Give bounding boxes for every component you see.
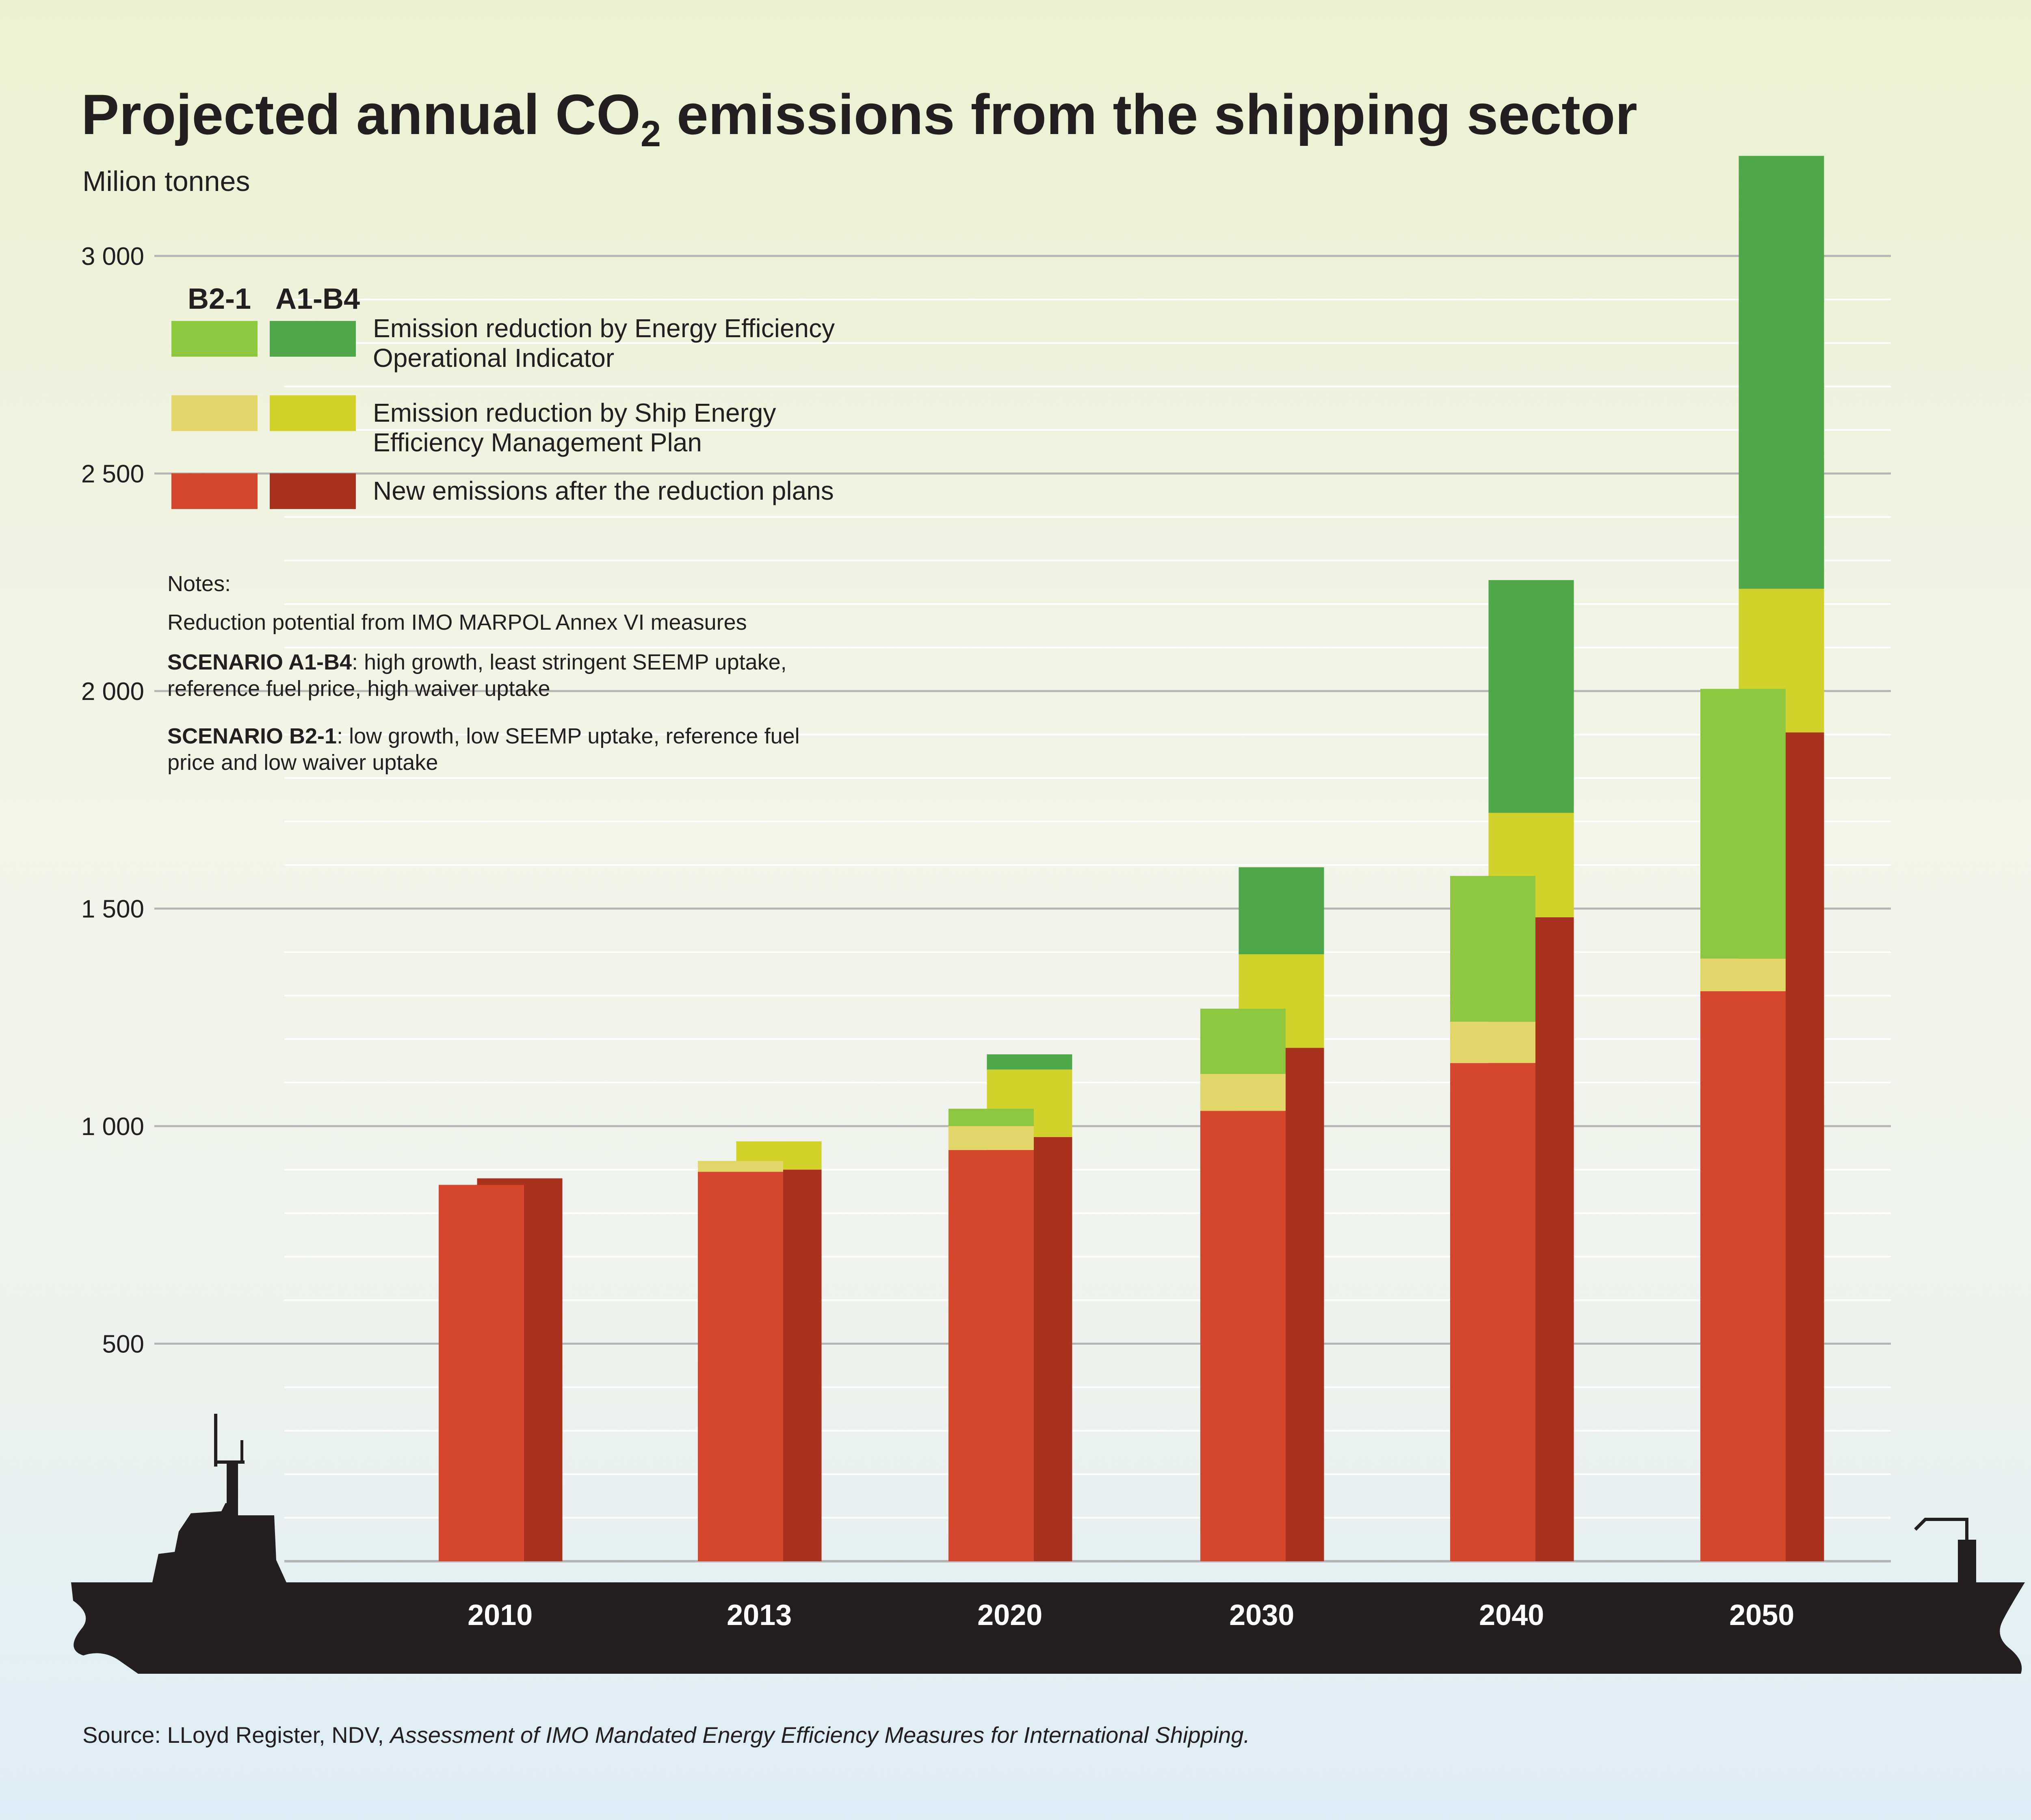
x-tick-label-2020: 2020 [977, 1599, 1042, 1632]
bar-2040-b2-1-new [1450, 1063, 1535, 1561]
legend-swatch-new-emissions-b21 [171, 473, 258, 509]
bar-2030-b2-1-new [1200, 1111, 1286, 1561]
legend-label-new-emissions: New emissions after the reduction plans [373, 476, 834, 505]
legend-header-a1b4: A1-B4 [275, 283, 360, 315]
chart-title: Projected annual CO2 emissions from the … [81, 82, 1637, 154]
bar-2030-a1-b4-eeoi [1239, 867, 1324, 954]
bars [439, 156, 1824, 1561]
legend-swatch-eeoi-b21 [171, 321, 258, 357]
bar-2020-b2-1-new [948, 1150, 1034, 1561]
x-tick-label-2050: 2050 [1729, 1599, 1794, 1632]
notes-b21-line2: price and low waiver uptake [167, 750, 438, 775]
bar-2013-b2-1-new [698, 1172, 783, 1561]
chart-title-main: Projected annual CO [81, 82, 641, 146]
y-tick-label: 3 000 [81, 243, 144, 271]
legend-label-seemp-line2: Efficiency Management Plan [373, 428, 702, 457]
legend-label-eeoi-line1: Emission reduction by Energy Efficiency [373, 314, 835, 343]
bar-2050-b2-1-seemp [1700, 958, 1786, 991]
x-tick-label-2040: 2040 [1479, 1599, 1544, 1632]
x-axis-labels: 2010 2013 2020 2030 2040 2050 [468, 1599, 1794, 1632]
notes-b21-text1: : low growth, low SEEMP uptake, referenc… [337, 724, 800, 748]
y-tick-label: 1 000 [81, 1113, 144, 1141]
y-tick-label: 2 500 [81, 460, 144, 488]
x-tick-label-2010: 2010 [468, 1599, 533, 1632]
chart-title-rest: emissions from the shipping sector [661, 82, 1637, 146]
ship-hull [71, 1582, 2025, 1674]
bar-2010-b2-1-new [439, 1185, 524, 1561]
legend-swatch-seemp-a1b4 [270, 395, 356, 431]
bar-2050-b2-1-eeoi [1700, 689, 1786, 959]
ship-mast-arm [214, 1460, 245, 1464]
legend-label-seemp-line1: Emission reduction by Ship Energy [373, 398, 776, 427]
y-axis-label: Milion tonnes [82, 165, 250, 197]
y-tick-label: 2 000 [81, 678, 144, 706]
legend: B2-1 A1-B4 Emission reduction by Energy … [171, 283, 842, 509]
ship-silhouette-icon [71, 1414, 2025, 1674]
y-tick-label: 500 [102, 1330, 144, 1358]
y-tick-label: 1 500 [81, 895, 144, 923]
legend-swatch-eeoi-a1b4 [270, 321, 356, 357]
source-prefix: Source: LLoyd Register, NDV, [82, 1722, 390, 1748]
bar-2040-b2-1-eeoi [1450, 876, 1535, 1022]
bar-2030-b2-1-eeoi [1200, 1008, 1286, 1074]
ship-mast-thin [214, 1414, 217, 1467]
ship-stern-post [1958, 1540, 1976, 1584]
bar-2020-b2-1-eeoi [948, 1109, 1034, 1126]
source-italic: Assessment of IMO Mandated Energy Effici… [389, 1722, 1250, 1748]
bar-2040-a1-b4-eeoi [1488, 580, 1574, 813]
legend-label-eeoi-line2: Operational Indicator [373, 343, 614, 373]
bar-2050-a1-b4-eeoi [1739, 156, 1824, 589]
notes-b21: SCENARIO B2-1: low growth, low SEEMP upt… [167, 724, 800, 748]
notes-a1b4-bold: SCENARIO A1-B4 [167, 650, 352, 674]
x-tick-label-2013: 2013 [727, 1599, 792, 1632]
bar-2040-b2-1-seemp [1450, 1021, 1535, 1063]
x-tick-label-2030: 2030 [1229, 1599, 1294, 1632]
bar-2020-a1-b4-eeoi [987, 1054, 1072, 1070]
y-axis-ticks: 500 1 000 1 500 2 000 2 500 3 000 [81, 243, 144, 1358]
legend-label-seemp: Emission reduction by Ship Energy Effici… [373, 398, 783, 457]
notes-a1b4: SCENARIO A1-B4: high growth, least strin… [167, 650, 787, 674]
bar-2020-b2-1-seemp [948, 1126, 1034, 1150]
legend-label-eeoi: Emission reduction by Energy Efficiency … [373, 314, 842, 373]
notes-b21-bold: SCENARIO B2-1 [167, 724, 337, 748]
chart-title-subscript: 2 [641, 114, 661, 154]
source-note: Source: LLoyd Register, NDV, Assessment … [82, 1722, 1250, 1748]
notes-a1b4-line2: reference fuel price, high waiver uptake [167, 676, 550, 701]
bar-2013-b2-1-seemp [698, 1161, 783, 1172]
legend-swatch-new-emissions-a1b4 [270, 473, 356, 509]
bar-2050-b2-1-new [1700, 991, 1786, 1561]
notes-heading: Notes: [167, 572, 231, 596]
ship-mast [227, 1462, 238, 1515]
ship-mast-aux [240, 1440, 243, 1462]
ship-bridge [152, 1503, 286, 1582]
ship-stern-crane [1914, 1518, 1968, 1542]
legend-header-b21: B2-1 [188, 283, 251, 315]
notes-a1b4-text1: : high growth, least stringent SEEMP upt… [352, 650, 787, 674]
legend-swatch-seemp-b21 [171, 395, 258, 431]
notes: Notes: Reduction potential from IMO MARP… [167, 572, 800, 775]
notes-line1: Reduction potential from IMO MARPOL Anne… [167, 610, 747, 635]
bar-2030-b2-1-seemp [1200, 1074, 1286, 1111]
